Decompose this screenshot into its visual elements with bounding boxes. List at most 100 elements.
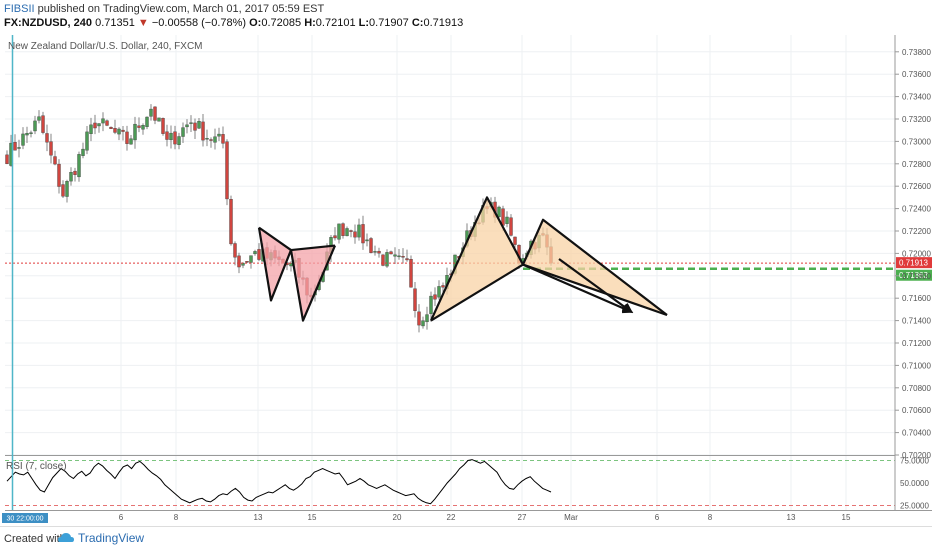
candle-body <box>125 131 129 144</box>
candle-body <box>389 251 393 255</box>
candle-body <box>253 251 257 255</box>
candle-body <box>161 118 165 134</box>
candle-body <box>413 288 417 311</box>
candle-body <box>381 254 385 266</box>
ohlc-line: FX:NZDUSD, 240 0.71351 ▼ −0.00558 (−0.78… <box>4 17 463 29</box>
candle-body <box>173 131 177 145</box>
tradingview-cloud-icon <box>58 533 74 542</box>
rsi-tick-label: 50.0000 <box>900 479 929 488</box>
bullish-pattern-2-bd-leg <box>522 263 668 317</box>
candle-body <box>385 252 389 267</box>
time-tick-label: 8 <box>174 513 179 522</box>
candle-body <box>509 217 513 236</box>
low-label: L: <box>358 17 370 29</box>
bearish-pattern-1-xb-leg <box>258 226 292 251</box>
candle-body <box>373 251 377 253</box>
candle-body <box>397 255 401 258</box>
candle-body <box>409 259 413 288</box>
candle-body <box>433 294 437 300</box>
candle-body <box>193 122 197 131</box>
last-price: 0.71351 <box>95 17 135 29</box>
symbol-label: FX:NZDUSD, 240 <box>4 17 93 29</box>
candle-body <box>217 133 221 137</box>
candle-body <box>209 139 213 141</box>
candle-body <box>153 106 157 121</box>
candle-body <box>369 238 373 253</box>
candle-body <box>65 181 69 197</box>
candle-body <box>237 255 241 268</box>
candle-body <box>101 118 105 124</box>
high-value: 0.72101 <box>315 17 356 29</box>
price-tick-label: 0.70800 <box>902 384 931 393</box>
candle-body <box>5 154 9 164</box>
rsi-tick-label: 25.0000 <box>900 502 929 511</box>
candle-body <box>441 285 445 288</box>
candle-body <box>41 115 45 133</box>
rsi-tick-label: 75.0000 <box>900 457 929 466</box>
bearish-pattern-1-bcd <box>291 245 335 321</box>
candle-body <box>93 122 97 129</box>
tradingview-brand: TradingView <box>78 531 145 545</box>
candle-body <box>345 228 349 237</box>
candle-body <box>417 311 421 326</box>
candle-body <box>117 128 121 135</box>
price-tick-label: 0.73400 <box>902 93 931 102</box>
time-tick-label: 13 <box>787 513 796 522</box>
projection-arrow <box>522 263 632 313</box>
time-tick-label: Mar <box>564 513 578 522</box>
price-tick-label: 0.72200 <box>902 227 931 236</box>
candle-body <box>177 136 181 145</box>
arrow-head-icon <box>621 303 634 314</box>
candle-body <box>25 133 29 136</box>
candle-body <box>513 236 517 245</box>
time-tick-label: 22 <box>447 513 456 522</box>
candle-body <box>109 126 113 129</box>
candle-body <box>81 148 85 156</box>
target-price-badge <box>896 269 932 281</box>
candle-body <box>45 133 49 143</box>
candle-body <box>341 223 345 236</box>
tradingview-logo[interactable]: TradingView <box>58 531 144 545</box>
close-label: C: <box>411 17 424 29</box>
candle-body <box>129 138 133 145</box>
candle-body <box>17 147 21 149</box>
time-tick-label: 27 <box>518 513 527 522</box>
candle-body <box>137 125 141 128</box>
candle-body <box>21 133 25 146</box>
candle-body <box>501 208 505 226</box>
footer-bar: Created with TradingView <box>0 526 932 551</box>
candle-body <box>405 258 409 261</box>
price-tick-label: 0.73800 <box>902 48 931 57</box>
candle-body <box>157 117 161 122</box>
candle-body <box>353 231 357 238</box>
candle-body <box>165 131 169 140</box>
candle-body <box>257 249 261 260</box>
candle-body <box>361 224 365 244</box>
price-tick-label: 0.73600 <box>902 70 931 79</box>
candle-body <box>221 134 225 144</box>
open-label: O: <box>249 17 262 29</box>
time-tick-label: 13 <box>254 513 263 522</box>
bullish-pattern-2-bcd <box>523 219 667 315</box>
candle-body <box>145 116 149 127</box>
candle-body <box>213 136 217 143</box>
time-tick-label: 20 <box>393 513 402 522</box>
price-tick-label: 0.70200 <box>902 451 931 460</box>
candle-body <box>365 239 369 242</box>
published-text: published on TradingView.com, March 01, … <box>37 3 325 15</box>
candle-body <box>249 255 253 263</box>
candle-body <box>133 123 137 141</box>
open-value: 0.72085 <box>261 17 302 29</box>
price-tick-label: 0.70600 <box>902 406 931 415</box>
author-link[interactable]: FIBSII <box>4 3 35 15</box>
target-price-badge-label: 0.71863 <box>899 271 928 280</box>
candle-body <box>185 124 189 128</box>
projection-arrow <box>558 258 632 313</box>
time-tick-label: 6 <box>119 513 124 522</box>
candle-body <box>37 116 41 121</box>
chart-canvas[interactable]: 0.71913 0.71863 75.0000 50.0000 25.0000 0.7… <box>0 0 932 526</box>
time-tick-label: 15 <box>842 513 851 522</box>
price-tick-label: 0.72400 <box>902 205 931 214</box>
price-tick-label: 0.71000 <box>902 361 931 370</box>
